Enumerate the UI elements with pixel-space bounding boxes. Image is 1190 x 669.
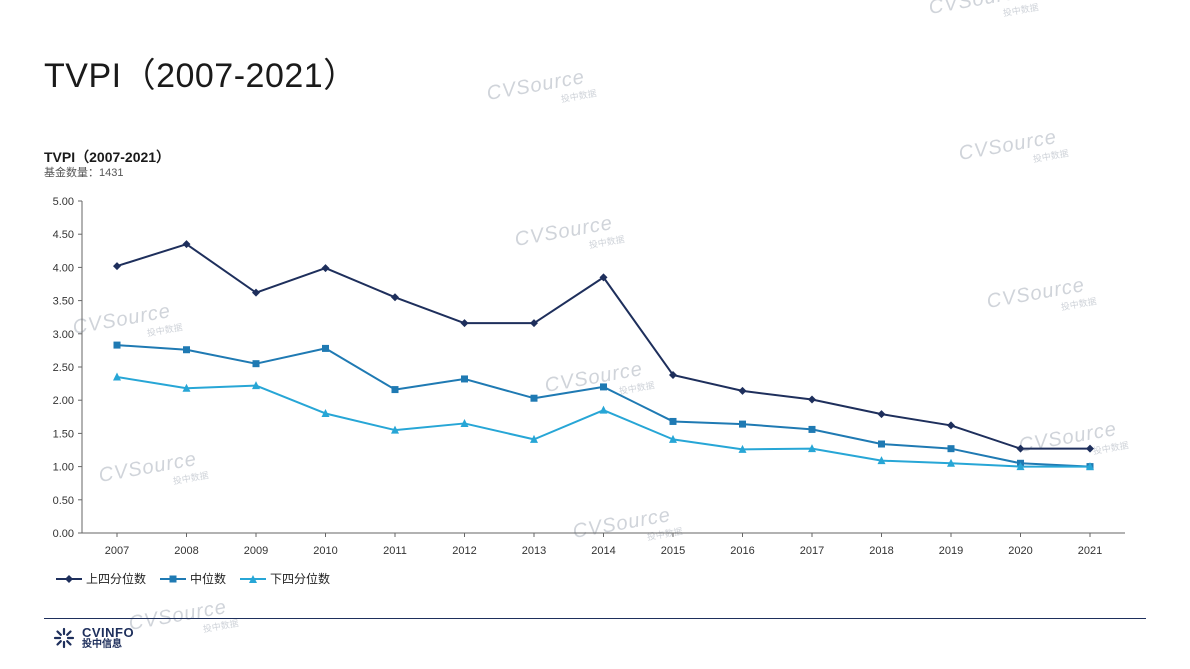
y-tick-label: 1.50 bbox=[53, 428, 74, 440]
data-point bbox=[739, 420, 746, 428]
data-point bbox=[808, 395, 816, 404]
x-tick-label: 2014 bbox=[591, 545, 615, 557]
x-tick-label: 2018 bbox=[869, 545, 893, 557]
brand-name: CVINFO bbox=[82, 625, 135, 640]
data-point bbox=[321, 408, 330, 417]
y-tick-label: 2.50 bbox=[53, 362, 74, 374]
legend-label-median: 中位数 bbox=[190, 572, 227, 586]
page-title: TVPI（2007-2021） bbox=[44, 57, 358, 95]
y-tick-label: 0.50 bbox=[53, 495, 74, 507]
data-point bbox=[461, 375, 468, 383]
legend-label-lower-quartile: 下四分位数 bbox=[270, 572, 331, 586]
cvinfo-logo-icon bbox=[53, 627, 75, 649]
x-tick-label: 2007 bbox=[105, 545, 129, 557]
data-point bbox=[1086, 462, 1094, 471]
y-tick-label: 4.50 bbox=[53, 229, 74, 241]
data-point bbox=[947, 458, 955, 467]
series-upper-quartile bbox=[113, 240, 1094, 453]
data-point bbox=[1016, 444, 1025, 453]
data-point bbox=[113, 341, 121, 349]
data-point bbox=[182, 240, 191, 249]
x-tick-label: 2020 bbox=[1008, 545, 1032, 557]
data-point bbox=[391, 425, 399, 434]
x-tick-label: 2008 bbox=[174, 545, 198, 557]
y-tick-label: 3.00 bbox=[53, 329, 74, 341]
data-point bbox=[391, 386, 399, 394]
legend-marker-square-icon bbox=[160, 575, 187, 582]
y-tick-label: 2.00 bbox=[53, 395, 74, 407]
data-point bbox=[182, 383, 191, 392]
data-point bbox=[391, 293, 399, 302]
y-tick-label: 4.00 bbox=[53, 262, 74, 274]
legend-label-upper-quartile: 上四分位数 bbox=[86, 572, 147, 586]
y-tick-label: 0.00 bbox=[53, 528, 74, 540]
data-point bbox=[947, 421, 955, 430]
data-point bbox=[1086, 444, 1094, 453]
chart-title: TVPI（2007-2021） bbox=[44, 149, 171, 165]
footer-divider bbox=[44, 618, 1146, 619]
chart-subtitle: 基金数量：1431 bbox=[44, 167, 124, 179]
data-point bbox=[669, 417, 677, 425]
legend-marker-triangle-icon bbox=[240, 574, 267, 583]
data-point bbox=[878, 440, 885, 448]
brand-sub: 投中信息 bbox=[82, 638, 122, 650]
chart-legend: 上四分位数 中位数 下四分位数 bbox=[56, 570, 330, 587]
data-point bbox=[669, 434, 677, 443]
legend-item-median[interactable]: 中位数 bbox=[160, 570, 226, 587]
series-lower-quartile bbox=[113, 372, 1094, 471]
data-point bbox=[599, 273, 608, 282]
data-point bbox=[1016, 462, 1025, 471]
x-tick-label: 2010 bbox=[313, 545, 337, 557]
x-tick-label: 2015 bbox=[661, 545, 685, 557]
x-tick-label: 2017 bbox=[800, 545, 824, 557]
footer-brand: CVINFO 投中信息 bbox=[52, 626, 134, 650]
y-tick-label: 1.00 bbox=[53, 462, 74, 474]
data-point bbox=[669, 370, 677, 379]
data-point bbox=[321, 264, 330, 273]
data-point bbox=[947, 445, 955, 453]
data-point bbox=[877, 410, 886, 419]
legend-marker-diamond-icon bbox=[56, 574, 82, 583]
series-median bbox=[113, 341, 1094, 471]
data-point bbox=[183, 346, 190, 354]
data-point bbox=[600, 383, 607, 391]
data-point bbox=[530, 434, 538, 443]
data-point bbox=[738, 386, 747, 395]
data-point bbox=[113, 262, 121, 271]
data-point bbox=[252, 381, 260, 390]
data-point bbox=[460, 319, 469, 328]
data-point bbox=[808, 444, 816, 453]
x-tick-label: 2016 bbox=[730, 545, 754, 557]
data-point bbox=[460, 418, 469, 427]
x-tick-label: 2021 bbox=[1078, 545, 1102, 557]
data-point bbox=[738, 444, 747, 453]
x-tick-label: 2012 bbox=[452, 545, 476, 557]
data-point bbox=[322, 344, 329, 352]
y-tick-label: 5.00 bbox=[53, 196, 74, 208]
data-point bbox=[252, 288, 260, 297]
y-tick-label: 3.50 bbox=[53, 296, 74, 308]
data-point bbox=[808, 425, 816, 433]
x-tick-label: 2011 bbox=[383, 545, 407, 557]
legend-item-upper-quartile[interactable]: 上四分位数 bbox=[56, 570, 146, 587]
data-point bbox=[530, 394, 538, 402]
data-point bbox=[599, 405, 608, 414]
data-point bbox=[877, 456, 886, 465]
data-point bbox=[530, 319, 538, 328]
x-tick-label: 2013 bbox=[522, 545, 546, 557]
x-tick-label: 2019 bbox=[939, 545, 963, 557]
legend-item-lower-quartile[interactable]: 下四分位数 bbox=[240, 570, 330, 587]
data-point bbox=[113, 372, 121, 381]
data-point bbox=[252, 360, 260, 368]
x-tick-label: 2009 bbox=[244, 545, 268, 557]
